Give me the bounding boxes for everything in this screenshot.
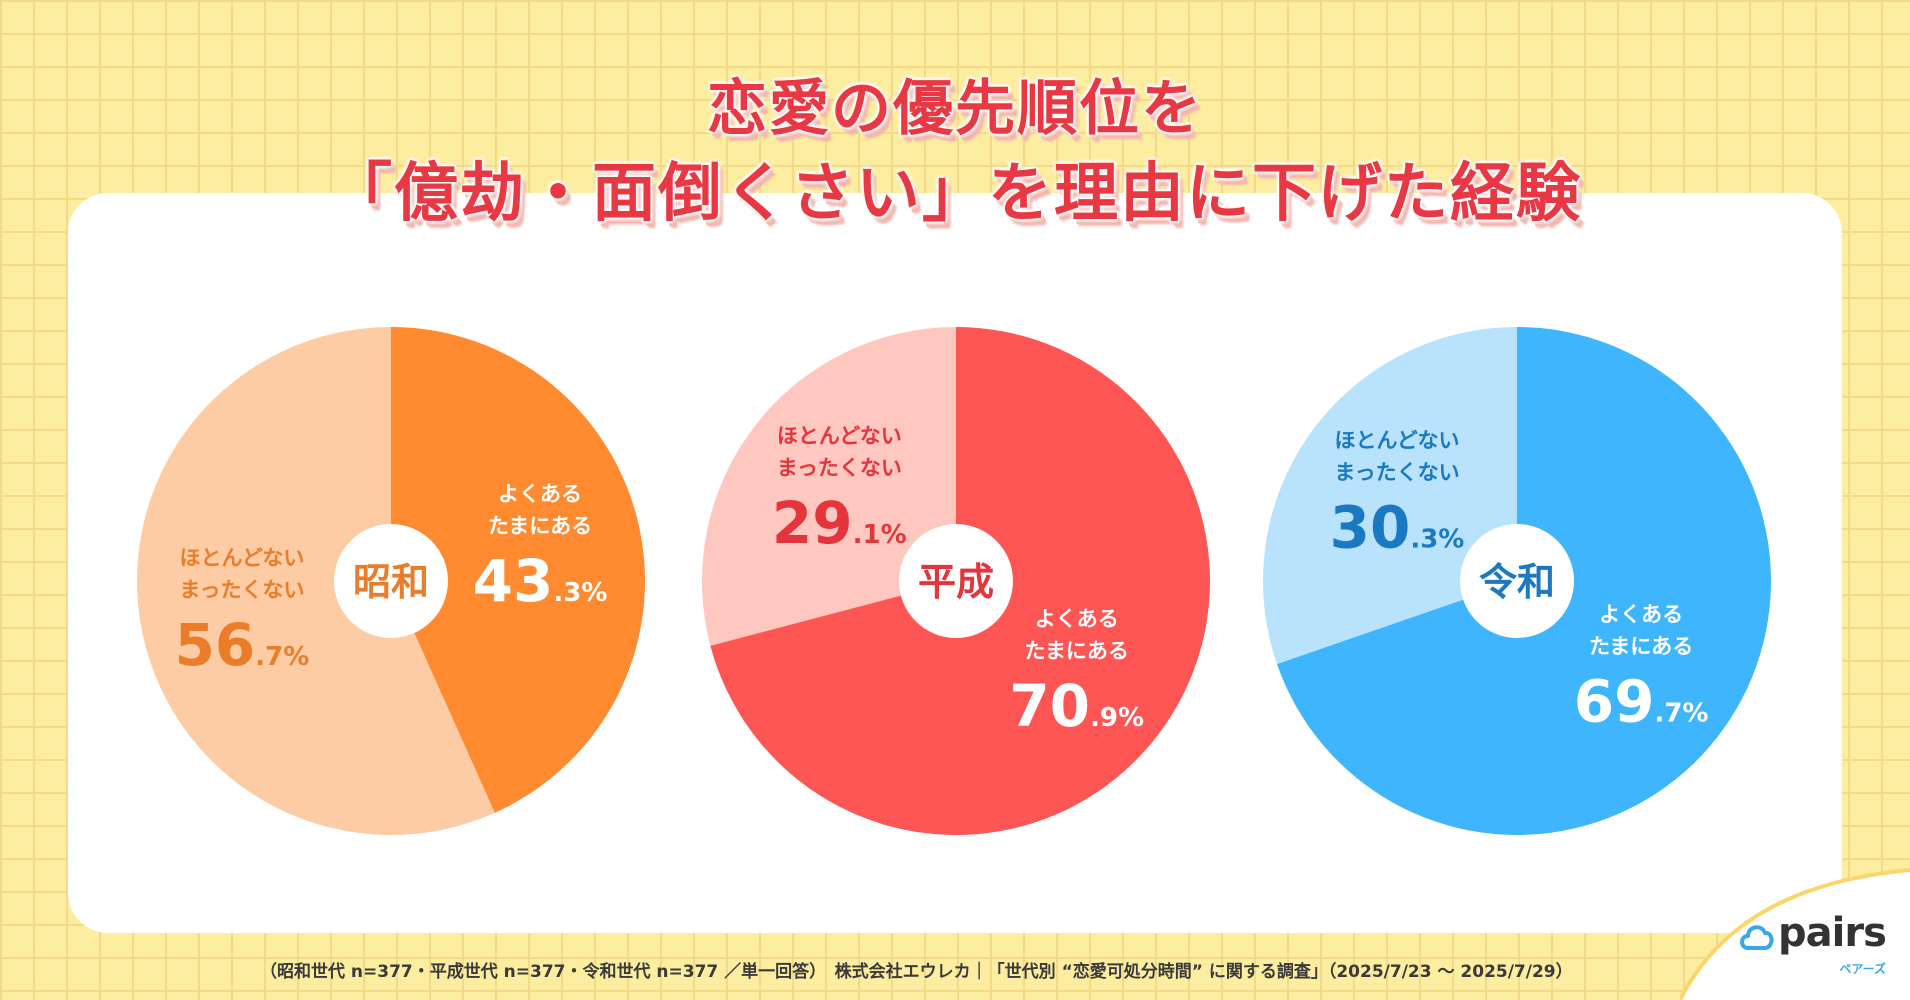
chart-title-line-2: 「億劫・面倒くさい」を理由に下げた経験 <box>328 157 1582 231</box>
center-badge-平成 <box>899 524 1013 638</box>
pie-label-line-1: よくある <box>1035 607 1119 631</box>
pie-label-line-1: よくある <box>498 482 582 506</box>
center-label-平成: 平成 <box>918 560 994 604</box>
center-badge-昭和 <box>334 524 448 638</box>
pie-label-line-1: ほとんどない <box>179 546 304 570</box>
corner-decoration <box>1680 868 1910 1000</box>
pie-label-line-2: まったくない <box>1334 461 1459 485</box>
pairs-logo: pairs ペアーズ <box>1738 910 1888 980</box>
pie-percent: 30.3% <box>1330 494 1465 562</box>
pie-percent: 69.7% <box>1574 667 1709 735</box>
pie-label-line-2: たまにある <box>1025 639 1129 663</box>
pie-slice-昭和-0 <box>391 327 646 813</box>
pie-percent: 70.9% <box>1009 672 1144 740</box>
pie-label-line-2: まったくない <box>777 456 902 480</box>
logo-subtext: ペアーズ <box>1839 962 1886 976</box>
pie-slice-令和-1 <box>1263 327 1517 665</box>
cloud-icon <box>1740 925 1774 950</box>
pie-label-line-2: たまにある <box>1589 634 1693 658</box>
chart-title-line-1: 恋愛の優先順位を <box>707 74 1203 144</box>
pie-label-line-1: ほとんどない <box>1335 429 1460 453</box>
pie-label-line-1: よくある <box>1599 602 1683 626</box>
center-badge-令和 <box>1460 524 1574 638</box>
pie-label-line-2: たまにある <box>488 514 592 538</box>
survey-footnote: （昭和世代 n=377・平成世代 n=377・令和世代 n=377 ／単一回答）… <box>260 962 1573 982</box>
pie-label-line-1: ほとんどない <box>777 424 902 448</box>
pie-slice-平成-1 <box>701 327 956 646</box>
pie-percent: 43.3% <box>473 547 608 615</box>
pie-label-line-2: まったくない <box>179 578 304 602</box>
center-label-昭和: 昭和 <box>353 560 429 604</box>
pie-slice-昭和-1 <box>137 327 495 835</box>
center-label-令和: 令和 <box>1479 560 1555 604</box>
pie-percent: 29.1% <box>772 489 907 557</box>
logo-wordmark: pairs <box>1778 910 1887 956</box>
pie-percent: 56.7% <box>175 611 310 679</box>
